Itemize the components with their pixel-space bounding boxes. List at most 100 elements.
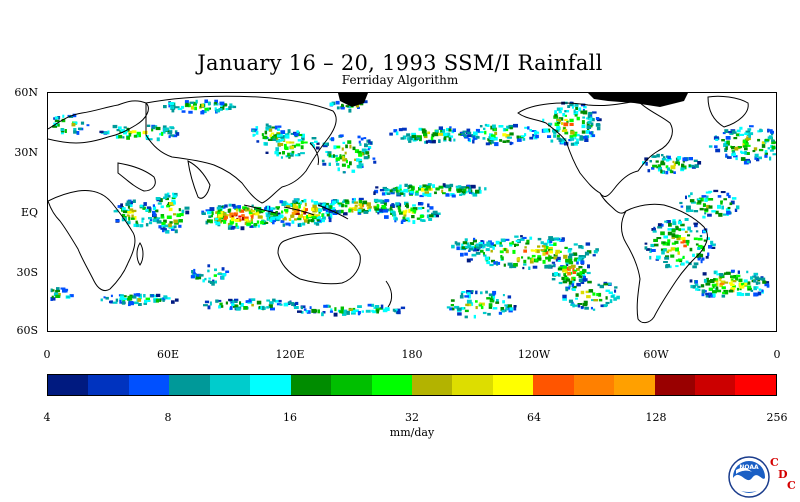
rain-cell — [219, 302, 223, 306]
rain-cell — [217, 273, 223, 276]
rain-cell — [482, 137, 486, 140]
rain-cell — [678, 228, 681, 232]
rain-cell — [715, 282, 719, 286]
rain-cell — [666, 242, 670, 246]
rain-cell — [402, 216, 406, 221]
rain-cell — [608, 291, 613, 294]
rain-cell — [343, 212, 348, 216]
rain-cell — [697, 237, 703, 241]
rain-cell — [590, 306, 593, 310]
rain-cell — [727, 206, 731, 209]
rain-cell — [293, 198, 299, 201]
madagascar-outline — [136, 242, 144, 266]
rain-cell — [162, 223, 165, 227]
rain-cell — [561, 129, 566, 132]
rain-cell — [545, 246, 549, 250]
rain-cell — [757, 138, 761, 142]
rain-cell — [655, 258, 659, 261]
rain-cell — [732, 287, 736, 290]
rain-cell — [585, 117, 590, 120]
australia-outline — [277, 232, 361, 285]
rain-cell — [264, 130, 268, 135]
rain-cell — [129, 208, 134, 211]
rain-cell — [329, 205, 333, 209]
rain-cell — [563, 254, 568, 259]
rain-cell — [582, 110, 588, 115]
rain-cell — [564, 275, 568, 279]
rain-cell — [294, 154, 299, 157]
rain-cell — [294, 209, 300, 213]
rain-cell — [376, 203, 379, 208]
rain-cell — [537, 237, 542, 241]
rain-cell — [426, 214, 430, 219]
rain-cell — [173, 201, 176, 205]
rain-cell — [489, 263, 494, 267]
rain-cell — [272, 207, 276, 210]
rain-cell — [358, 199, 362, 203]
rain-cell — [218, 108, 223, 111]
rain-cell — [386, 192, 391, 195]
rain-cell — [499, 250, 504, 254]
rain-cell — [734, 147, 739, 151]
rain-cell — [416, 217, 421, 220]
rain-cell — [725, 146, 728, 151]
rain-cell — [216, 210, 220, 214]
rain-cell — [459, 193, 463, 196]
colorbar-swatch-3 — [169, 375, 210, 395]
rain-cell — [548, 122, 553, 126]
rain-cell — [656, 166, 659, 169]
rain-cell — [419, 185, 422, 189]
arctic-ice-east — [588, 93, 688, 107]
rain-cell — [127, 298, 130, 301]
rain-cell — [377, 211, 380, 215]
rain-cell — [547, 258, 551, 262]
rain-cell — [717, 204, 722, 209]
rain-cell — [746, 152, 750, 155]
rain-cell — [292, 200, 296, 203]
rain-cell — [495, 301, 500, 304]
rain-cell — [573, 269, 578, 272]
rain-cell — [255, 128, 258, 133]
rain-cell — [276, 303, 282, 306]
rain-cell — [348, 208, 351, 213]
rain-cell — [431, 133, 435, 138]
rain-cell — [572, 288, 576, 291]
rain-cell — [508, 136, 512, 139]
rain-cell — [571, 105, 574, 109]
rain-cell — [488, 136, 491, 140]
rain-cell — [342, 200, 346, 203]
rain-cell — [295, 143, 301, 147]
rain-cell — [656, 255, 661, 260]
rain-cell — [746, 160, 750, 163]
rain-cell — [401, 219, 406, 222]
rain-cell — [692, 285, 696, 289]
rain-cell — [389, 132, 393, 136]
rain-cell — [361, 310, 364, 313]
rain-cell — [171, 300, 175, 304]
rain-cell — [471, 191, 474, 195]
rain-cell — [665, 264, 669, 269]
rain-cell — [220, 211, 224, 214]
rain-cell — [736, 205, 740, 210]
rain-cell — [162, 229, 165, 233]
rain-cell — [731, 146, 736, 150]
rain-cell — [303, 219, 308, 223]
rain-cell — [117, 205, 123, 208]
japan-outline — [309, 142, 319, 166]
rain-cell — [750, 289, 754, 292]
rain-cell — [516, 138, 522, 142]
rain-cell — [300, 140, 304, 145]
rain-cell — [723, 198, 727, 201]
rain-cell — [703, 239, 707, 242]
rain-cell — [240, 226, 245, 231]
rain-cell — [292, 203, 297, 207]
rain-cell — [550, 256, 555, 259]
rain-cell — [115, 219, 120, 222]
rain-cell — [181, 209, 185, 214]
rain-cell — [295, 301, 299, 305]
rain-cell — [373, 160, 377, 164]
rain-cell — [688, 164, 691, 167]
rain-cell — [492, 290, 497, 295]
rain-cell — [508, 124, 514, 129]
rain-cell — [205, 220, 209, 225]
